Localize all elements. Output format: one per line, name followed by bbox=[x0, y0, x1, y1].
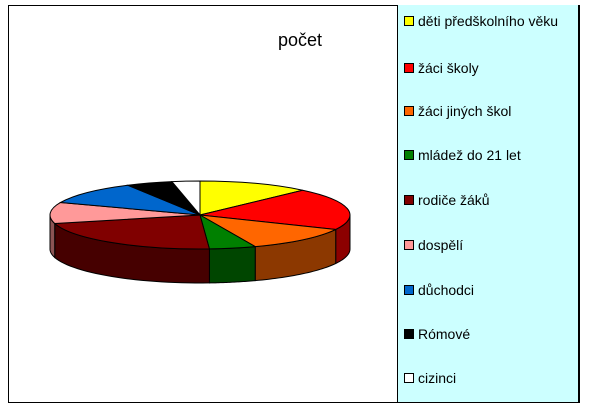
chart-frame bbox=[8, 5, 580, 403]
legend-item: dospělí bbox=[404, 237, 576, 254]
legend-swatch bbox=[404, 63, 414, 73]
legend-item: žáci školy bbox=[404, 60, 576, 77]
slice bbox=[199, 189, 351, 230]
slice bbox=[199, 180, 303, 216]
legend-swatch bbox=[404, 285, 414, 295]
legend-label: rodiče žáků bbox=[418, 192, 490, 208]
legend-swatch bbox=[404, 106, 414, 116]
legend-item: mládež do 21 let bbox=[404, 147, 576, 164]
slice bbox=[170, 180, 201, 217]
slice bbox=[49, 201, 201, 224]
slice bbox=[58, 184, 201, 216]
legend-item: děti předškolního věku bbox=[404, 13, 564, 30]
legend-label: důchodci bbox=[418, 282, 475, 298]
legend-swatch bbox=[404, 329, 414, 339]
legend-swatch bbox=[404, 195, 414, 205]
legend-item: rodiče žáků bbox=[404, 192, 576, 209]
legend-label: dospělí bbox=[418, 237, 464, 253]
legend-swatch bbox=[404, 150, 414, 160]
legend-label: děti předškolního věku bbox=[418, 13, 559, 29]
legend-label: Rómové bbox=[418, 326, 471, 342]
legend: děti předškolního věku žáci školy žáci jin… bbox=[397, 5, 579, 402]
legend-label: cizinci bbox=[418, 370, 457, 386]
chart-title: počet bbox=[278, 30, 323, 50]
slice-side bbox=[208, 246, 256, 284]
slice bbox=[53, 214, 211, 250]
legend-swatch bbox=[404, 240, 414, 250]
slice bbox=[199, 214, 338, 248]
legend-item: Rómové bbox=[404, 326, 576, 343]
legend-label: žáci školy bbox=[418, 60, 479, 76]
legend-label: žáci jiných škol bbox=[418, 103, 512, 119]
legend-swatch bbox=[404, 16, 414, 26]
legend-swatch bbox=[404, 373, 414, 383]
legend-item: cizinci bbox=[404, 370, 576, 387]
legend-label: mládež do 21 let bbox=[418, 147, 521, 163]
legend-item: důchodci bbox=[404, 282, 576, 299]
legend-item: žáci jiných škol bbox=[404, 103, 576, 120]
